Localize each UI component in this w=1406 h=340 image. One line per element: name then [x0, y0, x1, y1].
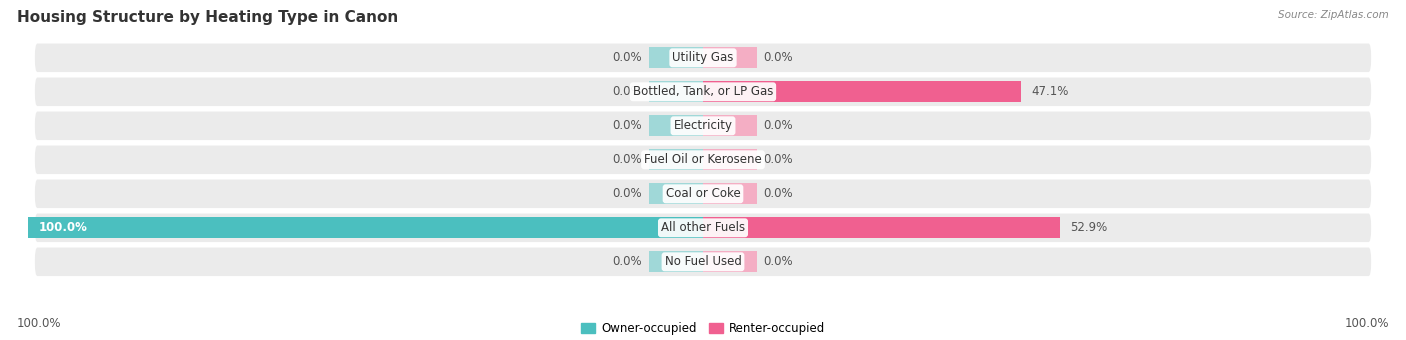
Text: Housing Structure by Heating Type in Canon: Housing Structure by Heating Type in Can…	[17, 10, 398, 25]
Bar	[650, 149, 703, 170]
Text: Utility Gas: Utility Gas	[672, 51, 734, 64]
Bar	[650, 251, 703, 272]
Bar	[703, 251, 756, 272]
Bar	[703, 183, 756, 204]
Text: 47.1%: 47.1%	[1031, 85, 1069, 98]
Text: 0.0%: 0.0%	[613, 119, 643, 132]
Text: 100.0%: 100.0%	[17, 317, 62, 330]
Text: All other Fuels: All other Fuels	[661, 221, 745, 234]
Text: 0.0%: 0.0%	[613, 255, 643, 268]
Bar	[650, 115, 703, 136]
Legend: Owner-occupied, Renter-occupied: Owner-occupied, Renter-occupied	[576, 317, 830, 340]
Text: Source: ZipAtlas.com: Source: ZipAtlas.com	[1278, 10, 1389, 20]
Text: 0.0%: 0.0%	[763, 255, 793, 268]
FancyBboxPatch shape	[35, 78, 1371, 106]
FancyBboxPatch shape	[35, 248, 1371, 276]
Text: 0.0%: 0.0%	[763, 51, 793, 64]
Bar	[703, 81, 1021, 102]
Text: Electricity: Electricity	[673, 119, 733, 132]
Text: 52.9%: 52.9%	[1070, 221, 1108, 234]
FancyBboxPatch shape	[35, 180, 1371, 208]
Text: 0.0%: 0.0%	[763, 119, 793, 132]
Text: 100.0%: 100.0%	[38, 221, 87, 234]
Bar	[650, 183, 703, 204]
Text: 0.0%: 0.0%	[613, 85, 643, 98]
FancyBboxPatch shape	[35, 146, 1371, 174]
Text: 0.0%: 0.0%	[613, 187, 643, 200]
Text: No Fuel Used: No Fuel Used	[665, 255, 741, 268]
Text: Coal or Coke: Coal or Coke	[665, 187, 741, 200]
Bar	[28, 217, 703, 238]
Bar	[703, 47, 756, 68]
FancyBboxPatch shape	[35, 44, 1371, 72]
Text: 100.0%: 100.0%	[1344, 317, 1389, 330]
Text: Bottled, Tank, or LP Gas: Bottled, Tank, or LP Gas	[633, 85, 773, 98]
Text: 0.0%: 0.0%	[613, 51, 643, 64]
Bar	[650, 47, 703, 68]
FancyBboxPatch shape	[35, 112, 1371, 140]
Bar	[703, 115, 756, 136]
Bar	[703, 217, 1060, 238]
Text: Fuel Oil or Kerosene: Fuel Oil or Kerosene	[644, 153, 762, 166]
Bar	[650, 81, 703, 102]
Text: 0.0%: 0.0%	[613, 153, 643, 166]
FancyBboxPatch shape	[35, 214, 1371, 242]
Bar	[703, 149, 756, 170]
Text: 0.0%: 0.0%	[763, 187, 793, 200]
Text: 0.0%: 0.0%	[763, 153, 793, 166]
